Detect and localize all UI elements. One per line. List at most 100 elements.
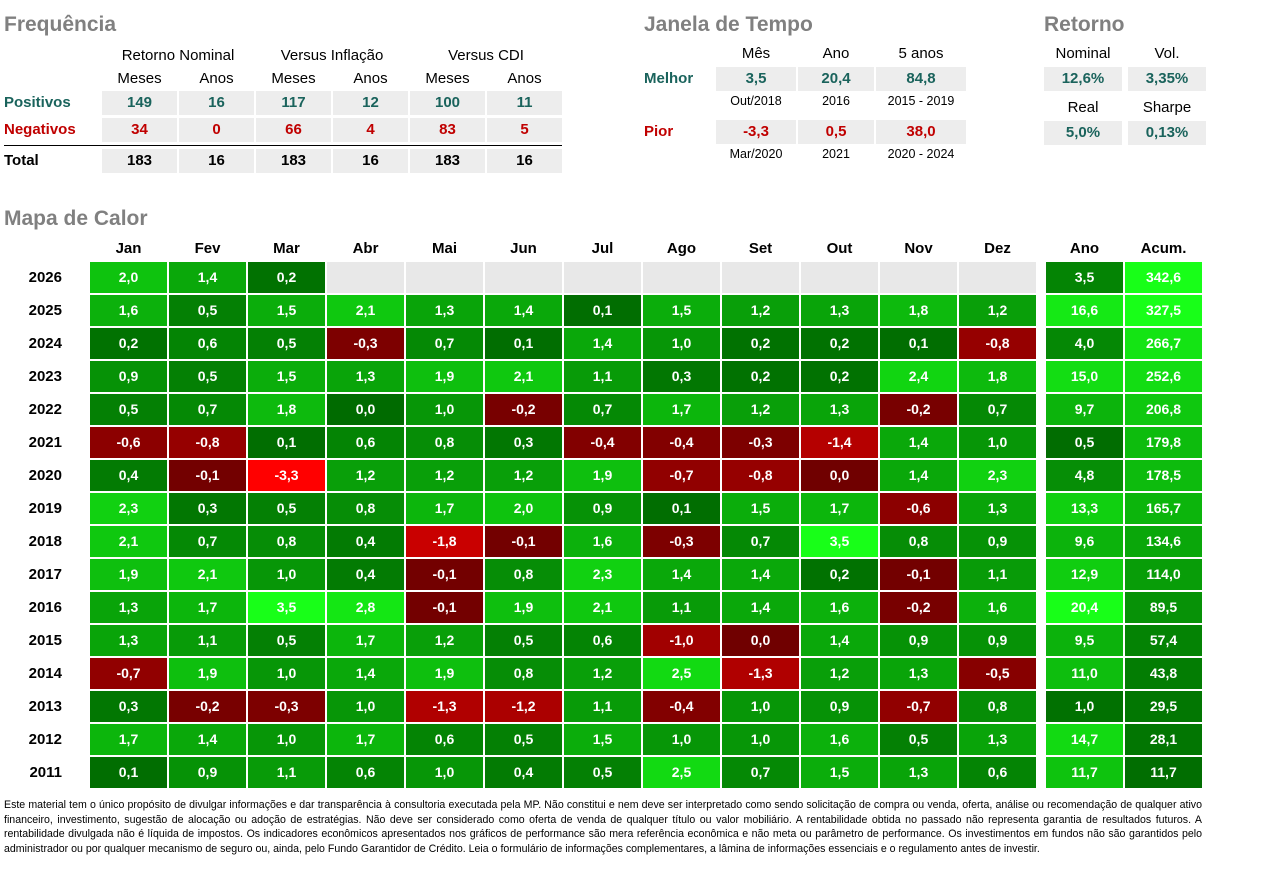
- heatmap-month-cell: 3,5: [248, 592, 325, 623]
- heatmap-title: Mapa de Calor: [4, 207, 148, 230]
- heatmap-acum-cell: 206,8: [1125, 394, 1202, 425]
- heatmap-month-cell: -0,7: [880, 691, 957, 722]
- heatmap-month-cell: 1,2: [959, 295, 1036, 326]
- heatmap-month-cell: -0,4: [643, 691, 720, 722]
- heatmap-corner: [4, 238, 88, 260]
- heatmap-month-cell: 1,9: [90, 559, 167, 590]
- heatmap-acum-cell: 11,7: [1125, 757, 1202, 788]
- heatmap-month-cell: 0,3: [485, 427, 562, 458]
- heatmap-empty-cell: [880, 262, 957, 293]
- heatmap-month-cell: 0,5: [564, 757, 641, 788]
- heatmap-month-cell: -3,3: [248, 460, 325, 491]
- heatmap-month-cell: 1,3: [801, 394, 878, 425]
- heatmap-month-cell: 1,5: [248, 295, 325, 326]
- heatmap-month-cell: 2,3: [564, 559, 641, 590]
- heatmap-month-cell: 0,3: [169, 493, 246, 524]
- heatmap-month-cell: 0,2: [801, 328, 878, 359]
- heatmap-month-cell: 0,6: [406, 724, 483, 755]
- heatmap-month-cell: 0,7: [959, 394, 1036, 425]
- heatmap-month-cell: 0,8: [880, 526, 957, 557]
- pior-period: 2021: [822, 147, 850, 161]
- return-header-sharpe: Sharpe: [1142, 99, 1192, 116]
- heatmap-acum-cell: 342,6: [1125, 262, 1202, 293]
- heatmap-month-cell: -0,1: [880, 559, 957, 590]
- heatmap-year-label: 2024: [28, 335, 62, 352]
- heatmap-month-header: Jan: [115, 240, 142, 257]
- heatmap-month-cell: 1,4: [722, 592, 799, 623]
- heatmap-month-cell: -0,1: [485, 526, 562, 557]
- heatmap-acum-cell: 89,5: [1125, 592, 1202, 623]
- heatmap-month-cell: 1,4: [564, 328, 641, 359]
- heatmap-month-header: Nov: [904, 240, 933, 257]
- spacer: [644, 147, 714, 170]
- heatmap-spacer: [1038, 691, 1044, 722]
- total-value: 16: [179, 149, 254, 173]
- heatmap-acum-cell: 252,6: [1125, 361, 1202, 392]
- heatmap-year-label: 2011: [29, 764, 62, 781]
- heatmap-month-header: Mar: [273, 240, 300, 257]
- heatmap-month-cell: 0,1: [485, 328, 562, 359]
- heatmap-month-cell: 0,1: [248, 427, 325, 458]
- heatmap-spacer: [1038, 238, 1044, 260]
- heatmap-ano-cell: 9,7: [1046, 394, 1123, 425]
- heatmap-month-cell: 1,2: [564, 658, 641, 689]
- heatmap-spacer: [1038, 526, 1044, 557]
- positivos-value: 149: [102, 91, 177, 115]
- heatmap-month-cell: 1,1: [564, 691, 641, 722]
- heatmap-month-cell: 1,3: [90, 625, 167, 656]
- heatmap-month-cell: 0,1: [643, 493, 720, 524]
- heatmap-month-cell: 1,3: [880, 658, 957, 689]
- return-nominal-value: 12,6%: [1044, 67, 1122, 91]
- return-sharpe-value: 0,13%: [1128, 121, 1206, 145]
- heatmap-month-cell: 1,7: [90, 724, 167, 755]
- heatmap-month-cell: -0,8: [959, 328, 1036, 359]
- heatmap-month-cell: 1,0: [248, 559, 325, 590]
- frequency-subheader: Meses: [425, 70, 470, 87]
- heatmap-year-label: 2022: [28, 401, 62, 418]
- row-label-negativos: Negativos: [4, 121, 76, 138]
- heatmap-month-cell: -0,8: [722, 460, 799, 491]
- heatmap-month-cell: -0,2: [485, 394, 562, 425]
- heatmap-year-label: 2016: [28, 599, 62, 616]
- frequency-subheader: Anos: [199, 70, 234, 87]
- heatmap-month-cell: 1,2: [406, 460, 483, 491]
- time-window-corner: [644, 44, 714, 64]
- heatmap-month-cell: 1,3: [959, 493, 1036, 524]
- frequency-subheader: Anos: [507, 70, 542, 87]
- row-label-melhor: Melhor: [644, 70, 694, 87]
- heatmap-month-cell: 1,7: [643, 394, 720, 425]
- heatmap-month-cell: 0,0: [722, 625, 799, 656]
- heatmap-month-cell: 0,9: [959, 526, 1036, 557]
- heatmap-month-cell: 1,1: [564, 361, 641, 392]
- heatmap-year-label: 2018: [28, 533, 62, 550]
- heatmap-month-cell: 1,9: [564, 460, 641, 491]
- frequency-group-header: Retorno Nominal: [121, 47, 235, 64]
- heatmap-month-cell: 0,1: [90, 757, 167, 788]
- heatmap-month-cell: 0,7: [564, 394, 641, 425]
- heatmap-month-cell: 1,7: [327, 625, 404, 656]
- heatmap-month-cell: 0,6: [959, 757, 1036, 788]
- time-window-title: Janela de Tempo: [644, 13, 813, 36]
- melhor-value: 3,5: [716, 67, 796, 91]
- heatmap-acum-cell: 327,5: [1125, 295, 1202, 326]
- heatmap-year-label: 2023: [28, 368, 62, 385]
- heatmap-month-cell: -0,6: [880, 493, 957, 524]
- heatmap-month-cell: 0,5: [248, 625, 325, 656]
- melhor-period: 2015 - 2019: [887, 94, 955, 108]
- negativos-value: 5: [487, 118, 562, 142]
- heatmap-month-cell: 0,8: [327, 493, 404, 524]
- row-label-pior: Pior: [644, 123, 674, 140]
- heatmap-ano-cell: 13,3: [1046, 493, 1123, 524]
- time-window-table: Mês Ano 5 anos Melhor 3,5 20,4 84,8 Out/…: [644, 44, 966, 170]
- heatmap-month-cell: 1,0: [722, 724, 799, 755]
- heatmap-month-cell: 1,0: [248, 658, 325, 689]
- frequency-corner: [4, 69, 100, 88]
- heatmap-spacer: [1038, 460, 1044, 491]
- heatmap-month-cell: 0,8: [485, 658, 562, 689]
- heatmap-month-cell: 0,2: [248, 262, 325, 293]
- melhor-period: 2016: [822, 94, 850, 108]
- frequency-subheader: Anos: [353, 70, 388, 87]
- heatmap-month-cell: -0,2: [880, 592, 957, 623]
- heatmap-month-cell: 0,4: [90, 460, 167, 491]
- heatmap-month-cell: 1,6: [564, 526, 641, 557]
